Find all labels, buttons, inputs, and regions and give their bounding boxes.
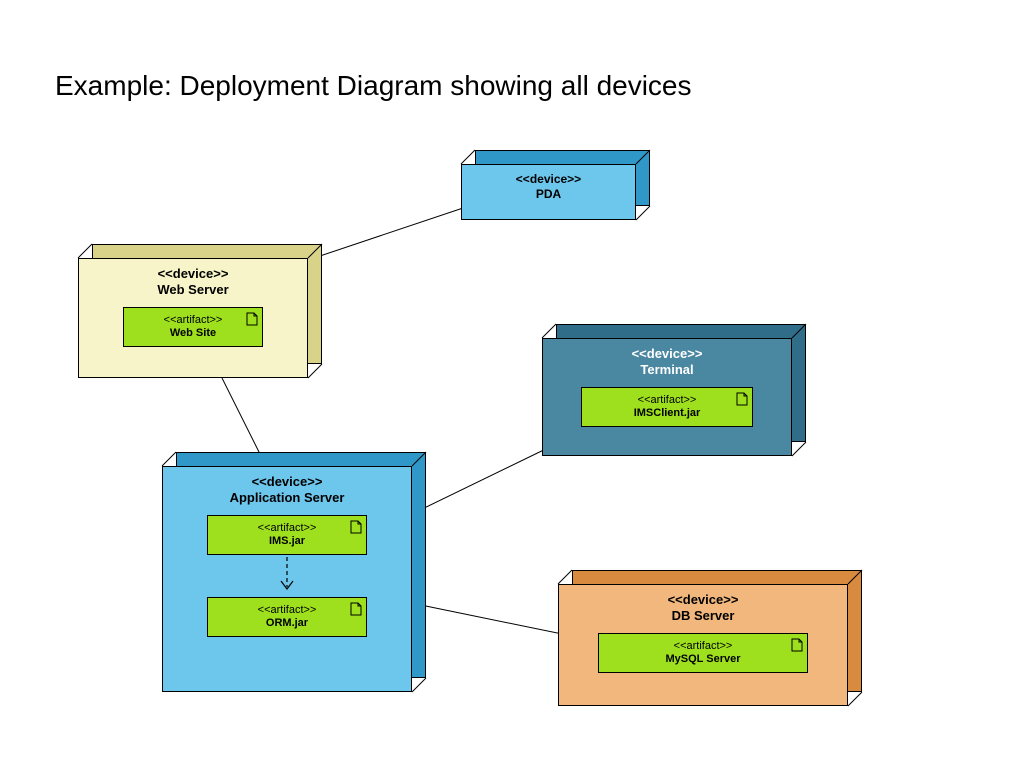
artifact-orm-jar-stereotype: <<artifact>> [212,604,362,616]
node-pda: <<device>> PDA [475,150,650,206]
artifact-mysql-server: <<artifact>> MySQL Server [598,633,808,673]
node-db-server-stereotype: <<device>> [668,593,739,607]
node-app-server-name: Application Server [230,490,345,505]
dependency-arrow [277,555,297,595]
node-pda-front: <<device>> PDA [461,164,636,220]
artifact-imsclient-jar-name: IMSClient.jar [586,407,748,419]
artifact-ims-jar-stereotype: <<artifact>> [212,522,362,534]
edge-appserver-dbserver [416,604,572,636]
edge-webserver-pda [314,204,475,258]
artifact-ims-jar-name: IMS.jar [212,535,362,547]
artifact-orm-jar-name: ORM.jar [212,617,362,629]
node-terminal-stereotype: <<device>> [632,347,703,361]
node-app-server-front: <<device>> Application Server <<artifact… [162,466,412,692]
artifact-ims-jar: <<artifact>> IMS.jar [207,515,367,555]
document-icon [791,638,803,652]
node-web-server-name: Web Server [157,282,228,297]
document-icon [736,392,748,406]
node-terminal-name: Terminal [640,362,693,377]
node-db-server: <<device>> DB Server <<artifact>> MySQL … [572,570,862,692]
edges-layer [0,0,1024,768]
edge-appserver-terminal [416,444,556,512]
node-terminal: <<device>> Terminal <<artifact>> IMSClie… [556,324,806,442]
artifact-imsclient-jar-stereotype: <<artifact>> [586,394,748,406]
document-icon [350,602,362,616]
node-db-server-name: DB Server [672,608,735,623]
artifact-web-site: <<artifact>> Web Site [123,307,263,347]
artifact-web-site-name: Web Site [128,327,258,339]
diagram-stage: Example: Deployment Diagram showing all … [0,0,1024,768]
artifact-orm-jar: <<artifact>> ORM.jar [207,597,367,637]
page-title: Example: Deployment Diagram showing all … [55,70,692,102]
node-app-server-stereotype: <<device>> [252,475,323,489]
artifact-web-site-stereotype: <<artifact>> [128,314,258,326]
artifact-mysql-server-name: MySQL Server [603,653,803,665]
node-web-server-front: <<device>> Web Server <<artifact>> Web S… [78,258,308,378]
node-web-server: <<device>> Web Server <<artifact>> Web S… [92,244,322,364]
node-terminal-front: <<device>> Terminal <<artifact>> IMSClie… [542,338,792,456]
artifact-imsclient-jar: <<artifact>> IMSClient.jar [581,387,753,427]
node-db-server-front: <<device>> DB Server <<artifact>> MySQL … [558,584,848,706]
document-icon [350,520,362,534]
node-app-server: <<device>> Application Server <<artifact… [176,452,426,678]
node-pda-stereotype: <<device>> [516,173,581,186]
artifact-mysql-server-stereotype: <<artifact>> [603,640,803,652]
document-icon [246,312,258,326]
node-pda-name: PDA [536,187,561,201]
node-web-server-stereotype: <<device>> [158,267,229,281]
